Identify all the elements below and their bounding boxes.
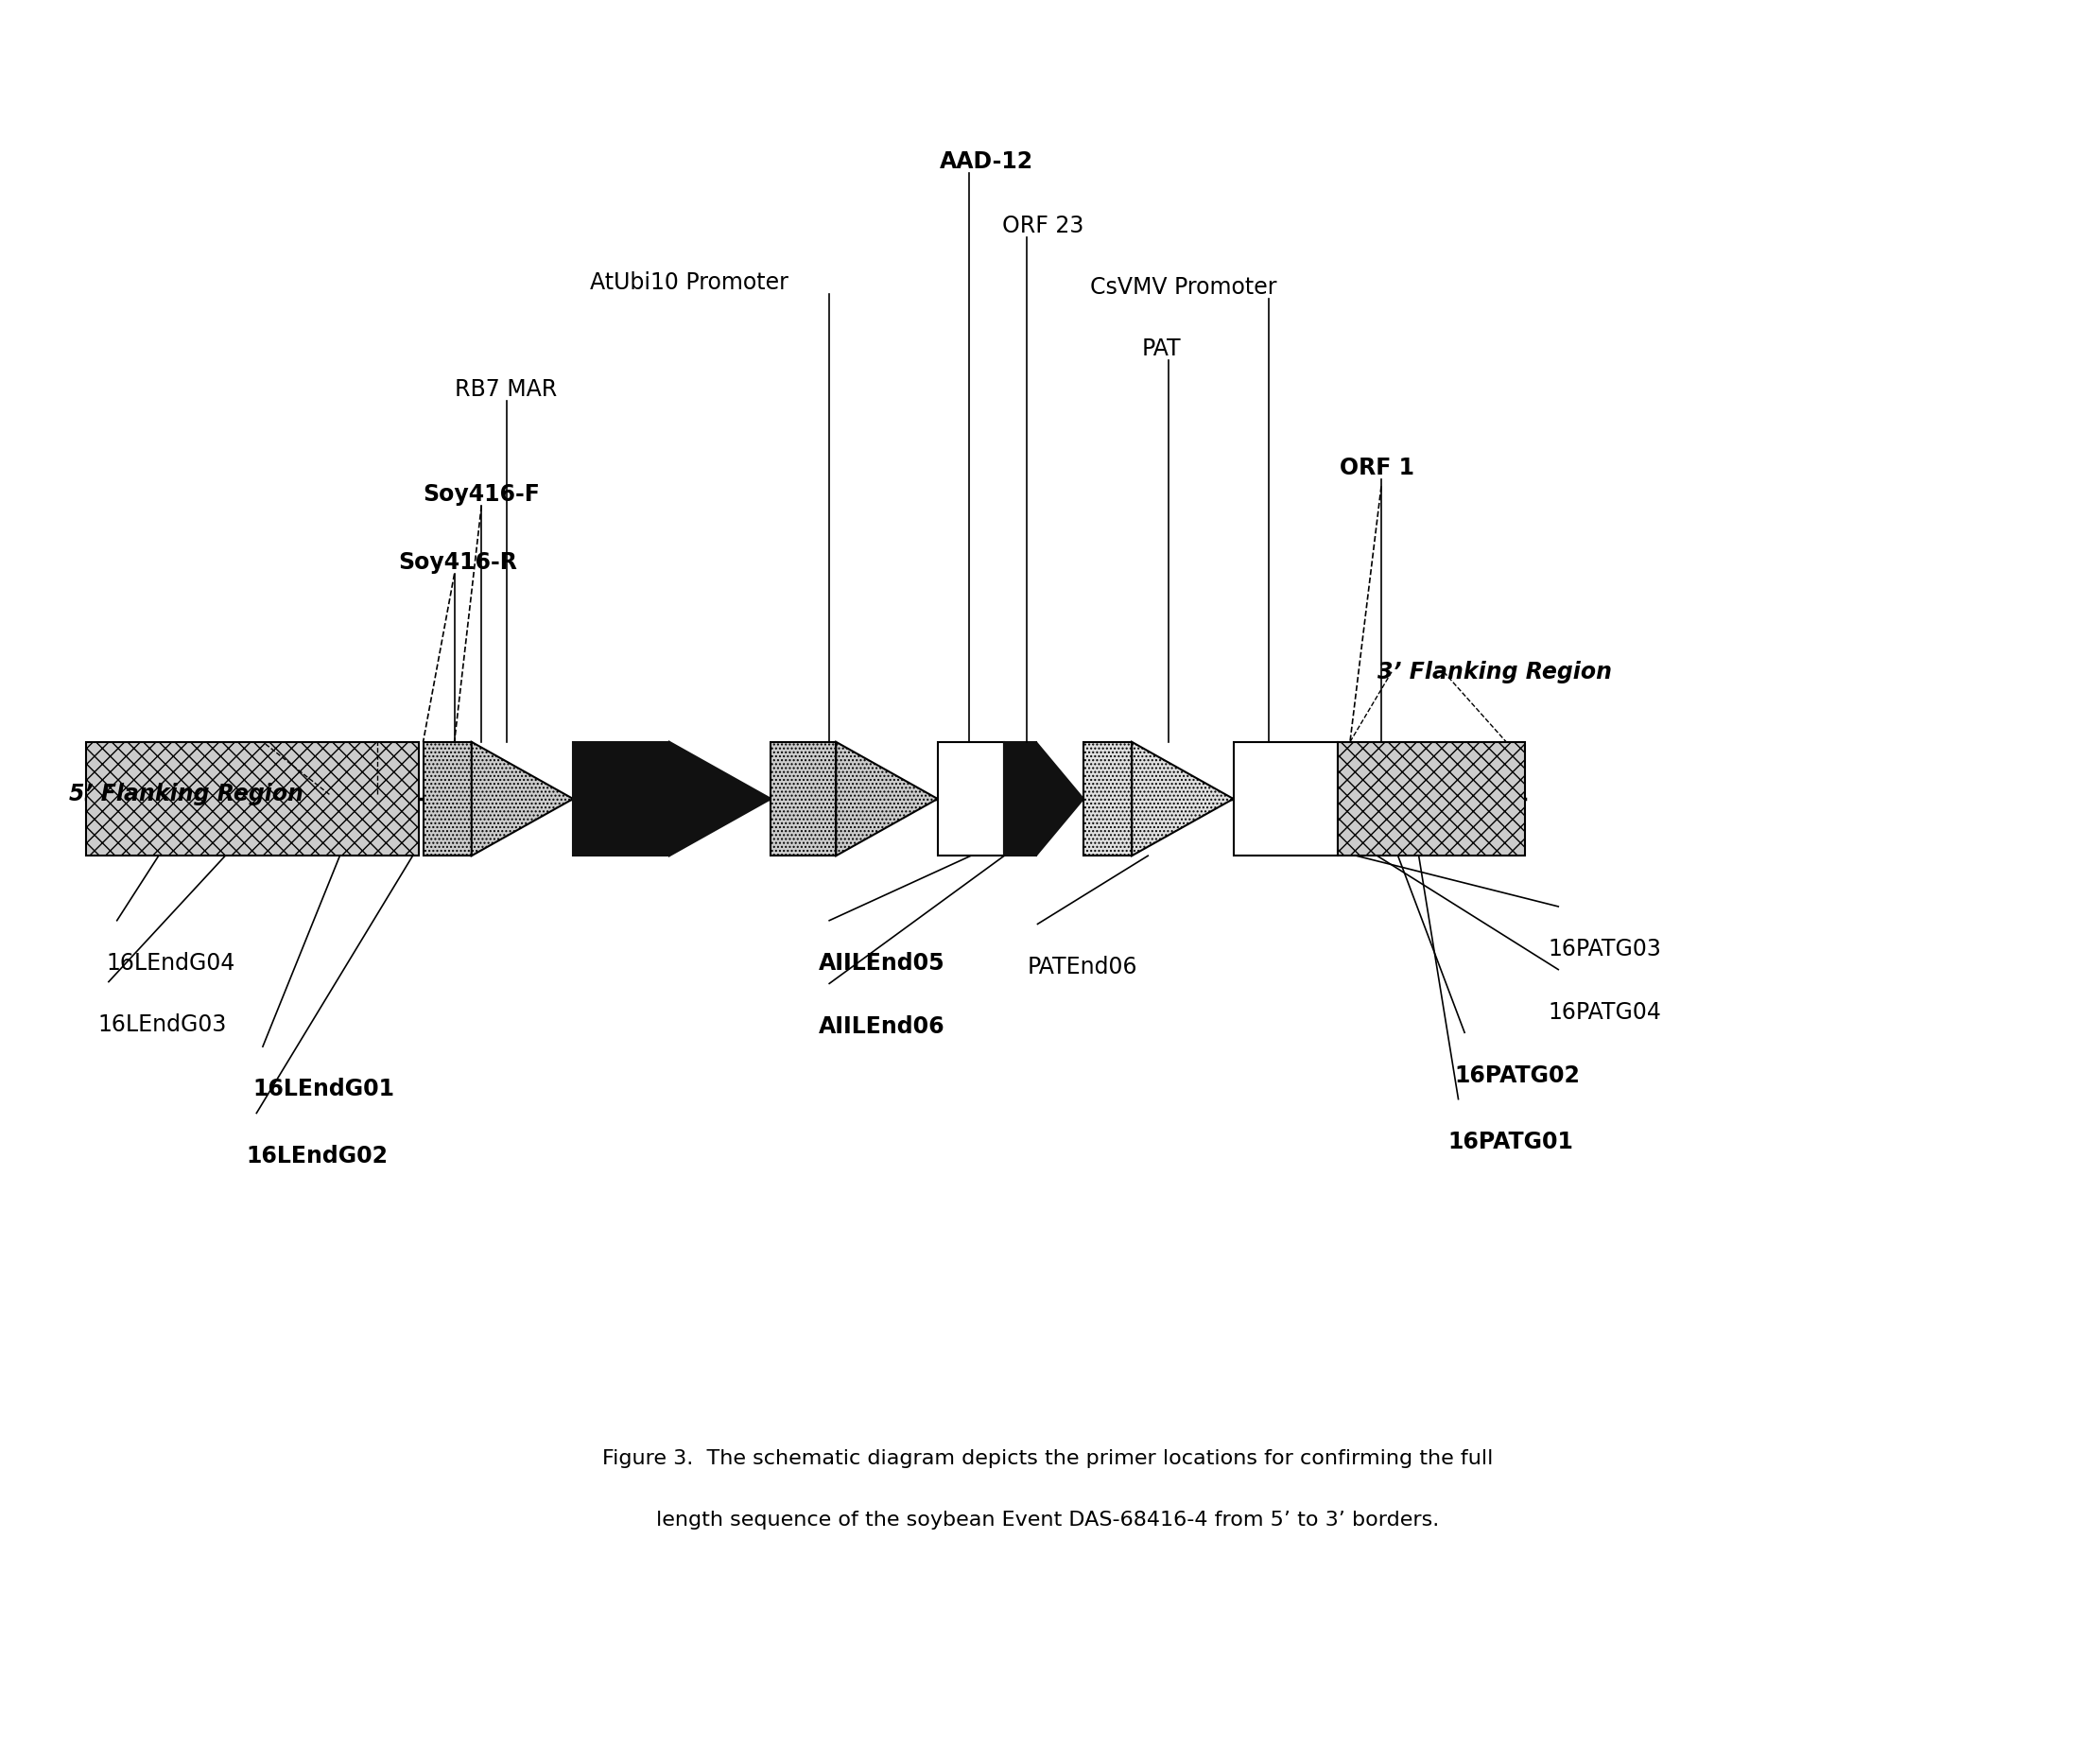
Text: RB7 MAR: RB7 MAR (455, 377, 558, 400)
Text: AIILEnd05: AIILEnd05 (820, 953, 945, 975)
Text: PATEnd06: PATEnd06 (1027, 956, 1138, 979)
Text: Soy416-F: Soy416-F (423, 483, 541, 506)
Polygon shape (1337, 743, 1526, 856)
Text: 16PATG04: 16PATG04 (1547, 1000, 1662, 1023)
Polygon shape (1084, 743, 1132, 856)
Polygon shape (836, 743, 937, 856)
Text: 5’ Flanking Region: 5’ Flanking Region (69, 783, 304, 806)
Polygon shape (472, 743, 572, 856)
Text: AAD-12: AAD-12 (939, 150, 1033, 173)
Polygon shape (423, 743, 472, 856)
Text: 16LEndG03: 16LEndG03 (99, 1013, 226, 1035)
Text: ORF 1: ORF 1 (1339, 457, 1415, 480)
Text: length sequence of the soybean Event DAS-68416-4 from 5’ to 3’ borders.: length sequence of the soybean Event DAS… (656, 1512, 1440, 1529)
Text: PAT: PAT (1142, 337, 1180, 360)
Text: 3’ Flanking Region: 3’ Flanking Region (1377, 660, 1612, 683)
Text: AIILEnd06: AIILEnd06 (820, 1014, 945, 1037)
Text: ORF 23: ORF 23 (1002, 215, 1084, 238)
Polygon shape (771, 743, 836, 856)
Polygon shape (1004, 743, 1035, 856)
Text: Soy416-R: Soy416-R (398, 550, 518, 573)
Text: 16PATG02: 16PATG02 (1455, 1064, 1580, 1087)
Polygon shape (86, 743, 419, 856)
Polygon shape (669, 743, 771, 856)
Text: 16LEndG01: 16LEndG01 (252, 1078, 394, 1101)
Text: 16LEndG04: 16LEndG04 (107, 953, 235, 975)
Polygon shape (1035, 743, 1084, 856)
Text: AtUbi10 Promoter: AtUbi10 Promoter (589, 272, 788, 295)
Text: 16PATG01: 16PATG01 (1448, 1131, 1574, 1154)
Polygon shape (937, 743, 1004, 856)
Polygon shape (1232, 743, 1337, 856)
Text: CsVMV Promoter: CsVMV Promoter (1090, 277, 1276, 298)
Polygon shape (1132, 743, 1232, 856)
Text: 16LEndG02: 16LEndG02 (245, 1145, 388, 1168)
Polygon shape (572, 743, 669, 856)
Text: 16PATG03: 16PATG03 (1547, 938, 1662, 961)
Text: Figure 3.  The schematic diagram depicts the primer locations for confirming the: Figure 3. The schematic diagram depicts … (602, 1450, 1494, 1469)
